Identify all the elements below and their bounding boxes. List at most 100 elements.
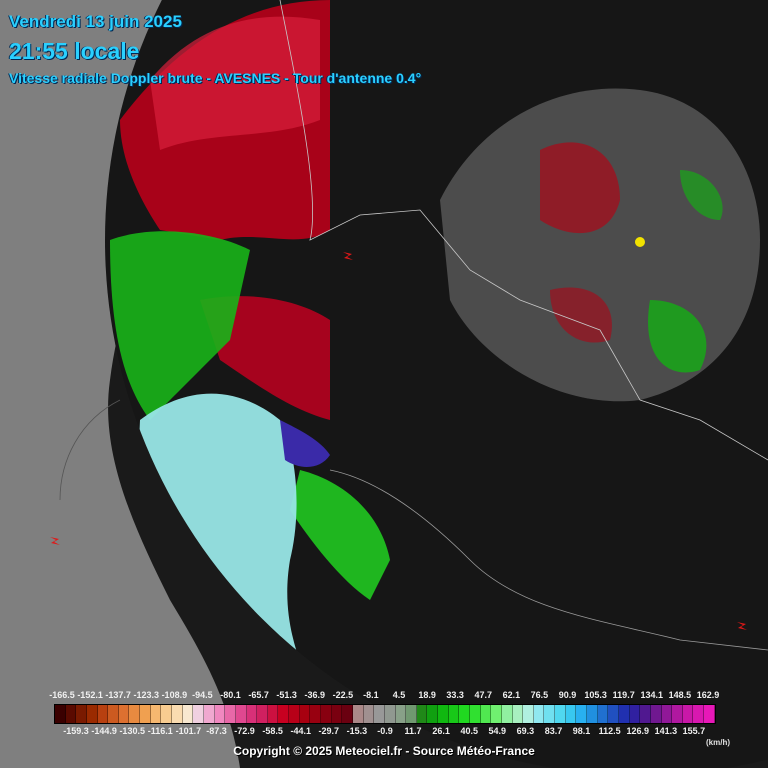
- legend-tick-bottom: 69.3: [516, 726, 535, 736]
- legend-tick-top: -108.9: [161, 690, 188, 700]
- legend-swatch: [129, 705, 141, 723]
- legend-tick-top: -51.3: [276, 690, 297, 700]
- legend-tick-bottom: -15.3: [346, 726, 368, 736]
- legend-swatch: [640, 705, 651, 723]
- legend-swatch: [203, 705, 215, 723]
- legend-tick-bottom: -29.7: [318, 726, 340, 736]
- border-line: [279, 0, 768, 461]
- legend-tick-top: -166.5: [49, 690, 75, 700]
- legend-swatch: [246, 705, 258, 723]
- legend-swatch: [480, 705, 492, 723]
- legend-swatch: [331, 705, 343, 723]
- legend-swatch: [523, 705, 534, 723]
- lightning-marker: [50, 537, 60, 545]
- radar-site-marker: [635, 237, 645, 247]
- legend-tick-bottom: -0.9: [377, 726, 393, 736]
- legend-swatch: [587, 705, 598, 723]
- header-date: Vendredi 13 juin 2025: [9, 12, 182, 31]
- legend-swatch: [118, 705, 130, 723]
- legend-tick-bottom: 155.7: [682, 726, 706, 736]
- legend-swatch: [438, 705, 449, 723]
- legend-swatch: [289, 705, 300, 723]
- legend-swatch: [55, 705, 66, 723]
- header-time: 21:55 locale: [9, 38, 140, 64]
- legend-tick-top: 4.5: [392, 690, 406, 700]
- legend-swatch: [618, 705, 630, 723]
- legend-swatch: [576, 705, 588, 723]
- legend-swatch: [469, 705, 481, 723]
- legend-swatch: [65, 705, 77, 723]
- legend-swatch: [278, 705, 290, 723]
- legend-tick-top: 62.1: [502, 690, 521, 700]
- legend-swatch: [395, 705, 407, 723]
- legend-swatch: [544, 705, 556, 723]
- legend-swatch: [491, 705, 502, 723]
- legend-swatch: [384, 705, 396, 723]
- legend-tick-bottom: -101.7: [175, 726, 202, 736]
- legend-tick-bottom: -130.5: [119, 726, 145, 736]
- legend-tick-top: 119.7: [612, 690, 635, 700]
- legend-swatch: [352, 705, 364, 723]
- legend-tick-top: -65.7: [248, 690, 269, 700]
- legend-swatch: [76, 705, 87, 723]
- legend-swatch: [342, 705, 353, 723]
- legend-tick-top: 47.7: [474, 690, 493, 700]
- legend-swatch: [150, 705, 162, 723]
- legend-swatch: [363, 705, 375, 723]
- legend-tick-bottom: -72.9: [234, 726, 255, 736]
- sea-area: [0, 0, 290, 768]
- legend-tick-top: 134.1: [640, 690, 664, 700]
- legend-tick-top: 90.9: [558, 690, 577, 700]
- legend-swatch: [672, 705, 683, 723]
- legend-tick-bottom: -87.3: [206, 726, 227, 736]
- header-subtitle: Vitesse radiale Doppler brute - AVESNES …: [9, 70, 422, 86]
- legend-tick-bottom: 83.7: [544, 726, 563, 736]
- legend-swatch: [512, 705, 524, 723]
- legend-swatches: [54, 704, 716, 724]
- legend-swatch: [704, 705, 715, 723]
- legend-swatch: [448, 705, 460, 723]
- lightning-marker: [343, 252, 353, 260]
- legend-swatch: [321, 705, 332, 723]
- legend-unit: (km/h): [706, 738, 730, 747]
- legend-swatch: [682, 705, 694, 723]
- legend-swatch: [533, 705, 545, 723]
- legend-tick-top: -123.3: [133, 690, 160, 700]
- legend-tick-top: -8.1: [363, 690, 379, 700]
- legend-tick-top: 148.5: [668, 690, 692, 700]
- legend-swatch: [501, 705, 513, 723]
- legend-swatch: [214, 705, 226, 723]
- legend-tick-top: 18.9: [418, 690, 436, 700]
- legend-tick-bottom: 98.1: [572, 726, 591, 736]
- legend-swatch: [661, 705, 673, 723]
- legend-swatch: [693, 705, 705, 723]
- legend-swatch: [257, 705, 268, 723]
- legend-swatch: [97, 705, 109, 723]
- legend-tick-bottom: 141.3: [654, 726, 678, 736]
- velocity-green-zone: [110, 231, 250, 420]
- legend-swatch: [108, 705, 119, 723]
- legend-tick-bottom: 11.7: [404, 726, 422, 736]
- legend-swatch: [267, 705, 279, 723]
- legend-swatch: [299, 705, 311, 723]
- legend-swatch: [225, 705, 236, 723]
- legend-swatch: [374, 705, 385, 723]
- legend-swatch: [629, 705, 641, 723]
- legend-tick-bottom: -58.5: [262, 726, 283, 736]
- legend-tick-bottom: 40.5: [460, 726, 478, 736]
- legend-tick-top: 76.5: [530, 690, 549, 700]
- legend-tick-top: -36.9: [304, 690, 326, 700]
- legend-swatch: [459, 705, 470, 723]
- legend-tick-top: -80.1: [220, 690, 241, 700]
- legend-tick-top: 105.3: [584, 690, 607, 700]
- lightning-marker: [737, 622, 747, 630]
- legend-swatch: [565, 705, 577, 723]
- legend-tick-bottom: 112.5: [598, 726, 621, 736]
- legend-swatch: [140, 705, 151, 723]
- legend-swatch: [597, 705, 609, 723]
- legend-swatch: [182, 705, 194, 723]
- legend-tick-bottom: 54.9: [488, 726, 507, 736]
- legend-tick-top: 33.3: [446, 690, 464, 700]
- legend-tick-bottom: 26.1: [432, 726, 450, 736]
